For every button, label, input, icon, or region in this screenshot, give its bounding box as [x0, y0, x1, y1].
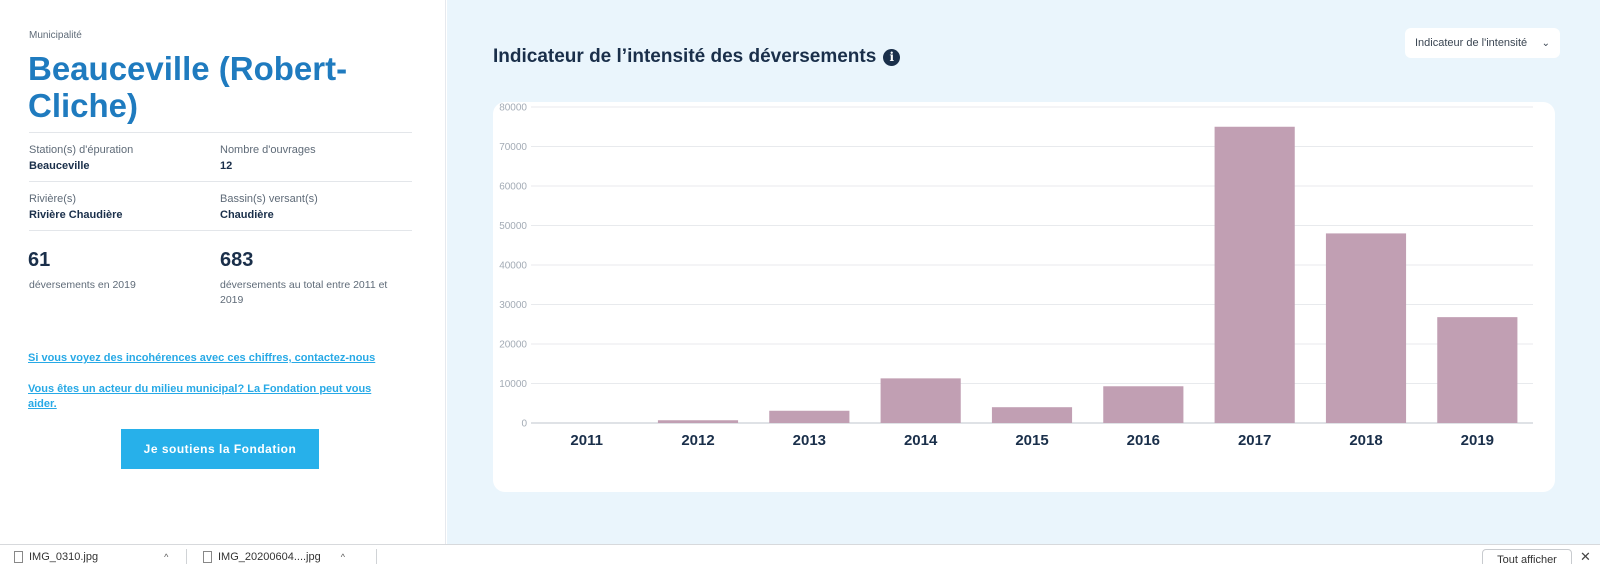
y-tick-label: 10000 — [499, 379, 527, 390]
indicator-select-value: Indicateur de l'intensité — [1415, 37, 1528, 49]
bar-chart: 0 10000 20000 30000 40000 50000 60000 70000 8000… — [499, 103, 1533, 449]
download-item[interactable]: IMG_0310.jpg ^ — [14, 551, 168, 563]
file-icon — [203, 551, 212, 563]
works-value: 12 — [220, 160, 233, 172]
x-tick-label: 2012 — [681, 432, 714, 449]
divider — [376, 549, 377, 564]
chart-card: 0 10000 20000 30000 40000 50000 60000 70000 8000… — [493, 102, 1555, 492]
file-icon — [14, 551, 23, 563]
show-all-downloads-button[interactable]: Tout afficher — [1482, 549, 1572, 564]
bar-2012[interactable] — [657, 420, 739, 423]
divider — [29, 181, 412, 182]
bar-2013[interactable] — [769, 410, 850, 423]
overflows-2019-desc: déversements en 2019 — [29, 279, 136, 291]
chevron-down-icon: ⌄ — [1541, 37, 1550, 49]
x-tick-label: 2013 — [793, 432, 826, 449]
info-icon[interactable]: i — [883, 48, 901, 66]
river-value: Rivière Chaudière — [29, 209, 123, 221]
overflows-total-count: 683 — [220, 249, 254, 271]
x-tick-label: 2018 — [1349, 432, 1382, 449]
divider — [186, 549, 187, 564]
municipal-help-link[interactable]: Vous êtes un acteur du milieu municipal?… — [28, 383, 372, 410]
chart-panel: Indicateur de l’intensité des déversemen… — [447, 0, 1600, 544]
station-label: Station(s) d'épuration — [29, 144, 134, 156]
basin-label: Bassin(s) versant(s) — [220, 193, 318, 205]
y-tick-label: 60000 — [499, 182, 527, 193]
y-tick-label: 20000 — [499, 340, 527, 351]
caret-up-icon[interactable]: ^ — [164, 552, 169, 562]
works-label: Nombre d'ouvrages — [220, 144, 316, 156]
y-tick-label: 0 — [521, 419, 527, 430]
x-tick-label: 2017 — [1238, 432, 1271, 449]
overflows-total-desc: déversements au total entre 2011 et 2019 — [220, 279, 388, 306]
bar-2019[interactable] — [1437, 317, 1518, 423]
river-label: Rivière(s) — [29, 193, 77, 205]
download-filename: IMG_0310.jpg — [29, 551, 99, 563]
download-item[interactable]: IMG_20200604....jpg ^ — [203, 551, 345, 563]
municipality-name: Beauceville (Robert-Cliche) — [28, 50, 348, 124]
basin-value: Chaudière — [220, 209, 274, 221]
x-tick-label: 2019 — [1461, 432, 1494, 449]
x-tick-label: 2011 — [570, 432, 603, 449]
y-tick-label: 70000 — [499, 142, 527, 153]
bar-2014[interactable] — [880, 378, 961, 423]
divider — [29, 132, 412, 133]
indicator-select[interactable]: Indicateur de l'intensité ⌄ — [1405, 28, 1560, 58]
bar-2016[interactable] — [1103, 386, 1184, 423]
chart-title-text: Indicateur de l’intensité des déversemen… — [493, 46, 877, 67]
overflows-2019-count: 61 — [28, 249, 51, 271]
contact-link[interactable]: Si vous voyez des incohérences avec ces … — [28, 352, 376, 364]
caret-up-icon[interactable]: ^ — [340, 552, 345, 562]
municipality-panel: Municipalité Beauceville (Robert-Cliche)… — [0, 0, 446, 544]
bar-2015[interactable] — [991, 407, 1073, 423]
support-foundation-button[interactable]: Je soutiens la Fondation — [121, 429, 319, 469]
bar-2018[interactable] — [1325, 233, 1407, 423]
y-tick-label: 30000 — [499, 300, 527, 311]
chart-title: Indicateur de l’intensité des déversemen… — [493, 46, 901, 68]
download-filename: IMG_20200604....jpg — [218, 551, 321, 563]
municipality-label: Municipalité — [29, 30, 82, 41]
bar-2017[interactable] — [1214, 126, 1295, 423]
station-value: Beauceville — [29, 160, 90, 172]
y-tick-label: 40000 — [499, 261, 527, 272]
download-bar: IMG_0310.jpg ^ IMG_20200604....jpg ^ Tou… — [0, 544, 1600, 564]
y-tick-label: 50000 — [499, 221, 527, 232]
x-tick-label: 2016 — [1127, 432, 1160, 449]
divider — [29, 230, 412, 231]
close-icon[interactable]: ✕ — [1580, 549, 1591, 564]
y-tick-label: 80000 — [499, 103, 527, 114]
x-tick-label: 2015 — [1015, 432, 1048, 449]
x-tick-label: 2014 — [904, 432, 938, 449]
